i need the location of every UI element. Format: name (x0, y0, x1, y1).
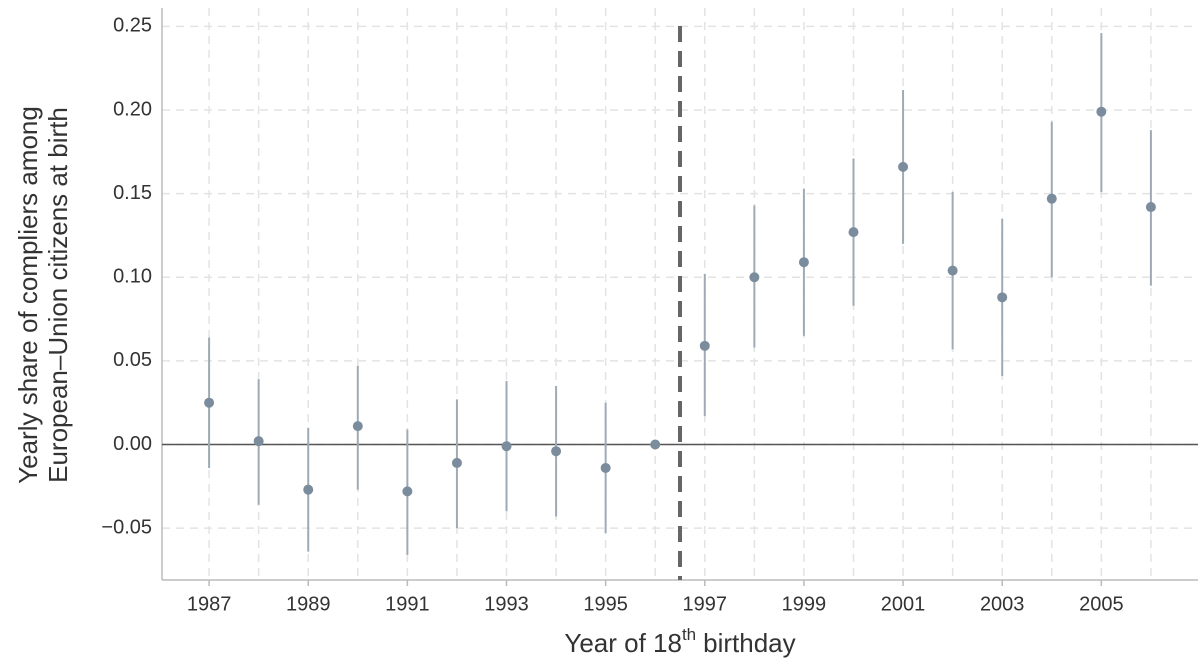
point (402, 486, 413, 497)
point (1096, 106, 1107, 117)
y-tick-label: 0.25 (113, 15, 152, 37)
y-tick-label: −0.05 (101, 516, 152, 538)
point (848, 227, 859, 238)
point (997, 292, 1008, 303)
point (947, 265, 958, 276)
x-tick-label: 2001 (881, 593, 926, 615)
x-tick-label: 1993 (484, 593, 529, 615)
y-axis-label: Yearly share of compliers among (13, 106, 43, 484)
x-label-end: birthday (703, 628, 796, 658)
point (898, 161, 909, 172)
x-tick-label: 1987 (187, 593, 232, 615)
point (650, 439, 661, 450)
point (501, 441, 512, 452)
y-tick-label: 0.05 (113, 349, 152, 371)
x-tick-label: 2005 (1079, 593, 1124, 615)
point (699, 340, 710, 351)
point (551, 446, 562, 457)
x-tick-label: 1999 (782, 593, 827, 615)
x-label-main: Year of 18 (564, 628, 682, 658)
point (451, 457, 462, 468)
point (1145, 202, 1156, 213)
x-axis-label: Year of 18th birthday (564, 625, 795, 657)
point (253, 436, 264, 447)
y-tick-label: 0.10 (113, 266, 152, 288)
y-tick-label: 0.00 (113, 433, 152, 455)
point (303, 484, 314, 495)
point (352, 421, 363, 432)
point (1046, 193, 1057, 204)
point (204, 397, 215, 408)
y-axis-label: European–Union citizens at birth (43, 107, 73, 483)
y-tick-label: 0.15 (113, 182, 152, 204)
x-tick-label: 1997 (683, 593, 728, 615)
x-tick-label: 1989 (286, 593, 331, 615)
x-tick-label: 1991 (385, 593, 430, 615)
point (749, 272, 760, 283)
point (798, 257, 809, 268)
x-tick-label: 1995 (583, 593, 628, 615)
y-tick-label: 0.20 (113, 98, 152, 120)
point (600, 462, 611, 473)
x-label-sup: th (682, 625, 696, 644)
x-tick-label: 2003 (980, 593, 1025, 615)
